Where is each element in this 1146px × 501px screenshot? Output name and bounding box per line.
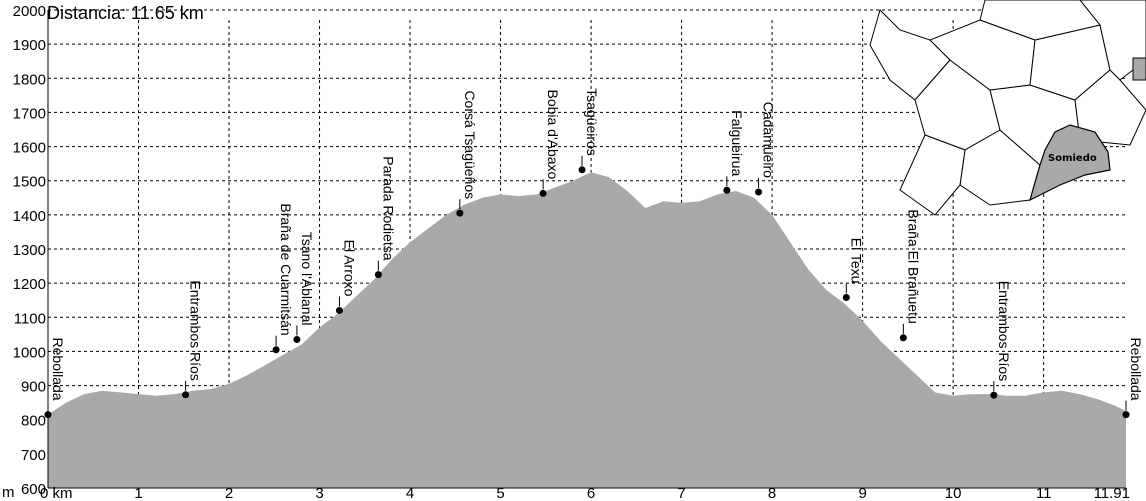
x-tick-label: 7 (677, 485, 685, 501)
waypoint-label: Braña El Brañuetu (905, 209, 921, 323)
waypoint: El Arroxo (335, 240, 357, 314)
x-tick-label: 1 (134, 485, 142, 501)
y-tick-label: 1400 (13, 208, 46, 225)
waypoint: Tsagüeiros (578, 88, 600, 174)
x-tick-label: 2 (225, 485, 233, 501)
map-neighbor-region (1132, 57, 1146, 81)
y-tick-label: 900 (21, 379, 46, 396)
waypoint-marker (293, 335, 301, 343)
waypoint-label: Rebollada (50, 338, 66, 401)
waypoint: Entrambos Ríos (990, 281, 1012, 399)
map-region-highlight (1029, 124, 1111, 202)
x-tick-label: 3 (315, 485, 323, 501)
y-tick-label: 1800 (13, 71, 46, 88)
x-tick-label: 11 (1036, 485, 1052, 501)
waypoint: Falgueirua (723, 110, 745, 194)
axes: 600 700 800 900 1000 1100 1200 1300 1400 1500 1600… (13, 3, 1130, 501)
y-tick-label: 1500 (13, 174, 46, 191)
waypoint: Corsá Tsagüeños (456, 90, 478, 217)
x-tick-label: 0 km (40, 485, 73, 501)
waypoint-marker (44, 411, 52, 419)
waypoint-label: El Arroxo (341, 240, 357, 297)
x-tick-label: 11.91 (1094, 485, 1130, 501)
waypoint-marker (456, 209, 464, 217)
y-tick-label: 600 (21, 481, 46, 498)
waypoint-label: Cadamueiro (761, 102, 777, 178)
waypoint-marker (272, 346, 280, 354)
waypoint-label: Entrambos Ríos (188, 280, 204, 380)
y-axis-unit: m (2, 484, 15, 501)
map-highlight-label: Somiedo (1048, 153, 1097, 164)
x-tick-label: 6 (587, 485, 595, 501)
x-tick-label: 10 (945, 485, 962, 501)
y-tick-label: 1000 (13, 344, 46, 361)
waypoint-label: Bobia d'Abaxo (545, 89, 561, 179)
waypoint-label: Corsá Tsagüeños (462, 90, 478, 199)
x-tick-label: 4 (406, 485, 414, 501)
waypoint-label: Tsagüeiros (584, 88, 600, 156)
waypoint-label: Braña de Cuarmitsán (278, 203, 294, 335)
waypoint: Braña de Cuarmitsán (272, 203, 294, 354)
waypoint-marker (842, 293, 850, 301)
waypoint-label: El Texu (848, 238, 864, 284)
waypoint-label: Tsano l'Ablanal (299, 232, 315, 326)
waypoint-marker (182, 391, 190, 399)
y-tick-label: 1300 (13, 242, 46, 259)
waypoint-marker (723, 186, 731, 194)
y-tick-label: 1100 (14, 310, 46, 327)
waypoint: Tsano l'Ablanal (293, 232, 315, 343)
waypoint-marker (1122, 411, 1130, 419)
x-tick-label: 8 (768, 485, 776, 501)
waypoint: Braña El Brañuetu (899, 209, 921, 342)
waypoint: El Texu (842, 238, 864, 301)
waypoint-marker (755, 188, 763, 196)
elevation-area (48, 172, 1126, 488)
waypoint-marker (374, 271, 382, 279)
y-tick-label: 800 (21, 413, 46, 430)
waypoint-label: Parada Rodietsa (380, 156, 396, 261)
waypoint: Parada Rodietsa (374, 156, 396, 279)
chart-title: Distancia: 11.65 km (47, 3, 204, 23)
y-tick-label: 1900 (13, 37, 46, 54)
waypoint: Entrambos Ríos (182, 280, 204, 399)
map-region (899, 134, 966, 216)
inset-map: Somiedo (869, 0, 1146, 216)
map-region (1079, 0, 1146, 81)
waypoint-label: Falgueirua (729, 110, 745, 176)
waypoint: Bobia d'Abaxo (539, 89, 561, 197)
y-tick-label: 2000 (13, 3, 46, 20)
x-tick-label: 5 (496, 485, 504, 501)
y-tick-label: 700 (21, 447, 46, 464)
waypoint-marker (899, 334, 907, 342)
waypoint: Cadamueiro (755, 102, 777, 196)
y-tick-label: 1200 (13, 276, 46, 293)
waypoint-marker (539, 189, 547, 197)
x-tick-label: 9 (858, 485, 866, 501)
waypoint-marker (335, 306, 343, 314)
waypoint-label: Entrambos Ríos (996, 281, 1012, 381)
waypoint-marker (578, 166, 586, 174)
y-tick-label: 1700 (13, 105, 46, 122)
waypoint-marker (990, 391, 998, 399)
waypoints: Rebollada Entrambos Ríos Braña de Cuarmits… (44, 88, 1144, 419)
y-tick-label: 1600 (13, 140, 46, 157)
waypoint: Rebollada (44, 338, 66, 419)
waypoint-label: Rebollada (1128, 338, 1144, 401)
waypoint: Rebollada (1122, 338, 1144, 419)
